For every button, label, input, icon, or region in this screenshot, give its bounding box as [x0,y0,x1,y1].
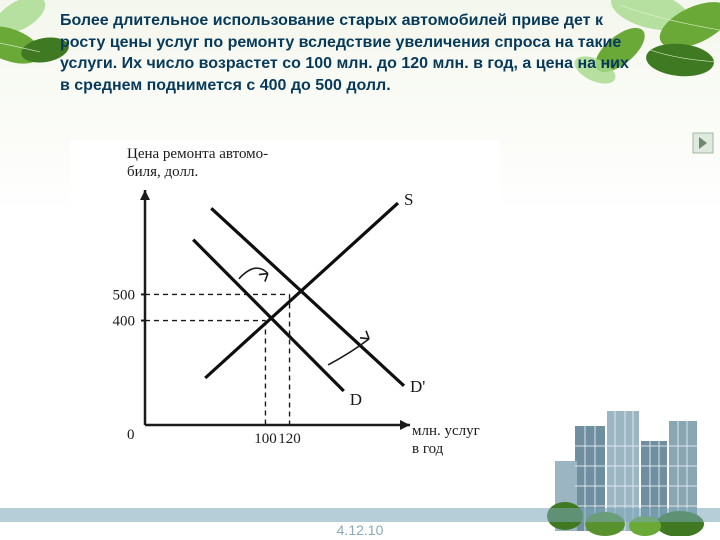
svg-text:млн. услуг: млн. услуг [412,423,480,439]
slide: { "text": { "paragraph": "Более длительн… [0,0,720,540]
next-slide-icon[interactable] [692,132,714,154]
svg-text:120: 120 [278,431,301,447]
svg-text:биля, долл.: биля, долл. [127,164,198,180]
supply-demand-chart: Цена ремонта автомо-биля, долл. 0 400 500 10… [70,140,500,485]
svg-text:Цена ремонта автомо-: Цена ремонта автомо- [127,146,268,162]
svg-text:D: D [350,390,362,409]
svg-text:0: 0 [127,427,135,443]
svg-text:100: 100 [254,431,276,447]
svg-text:500: 500 [113,287,136,303]
footer-date: 4.12.10 [0,522,720,538]
svg-text:400: 400 [113,314,136,330]
svg-text:в год: в год [412,441,444,457]
footer-bar [0,508,720,522]
svg-text:D': D' [410,377,425,396]
slide-paragraph: Более длительное использование старых ав… [60,10,630,96]
svg-text:S: S [404,190,413,209]
